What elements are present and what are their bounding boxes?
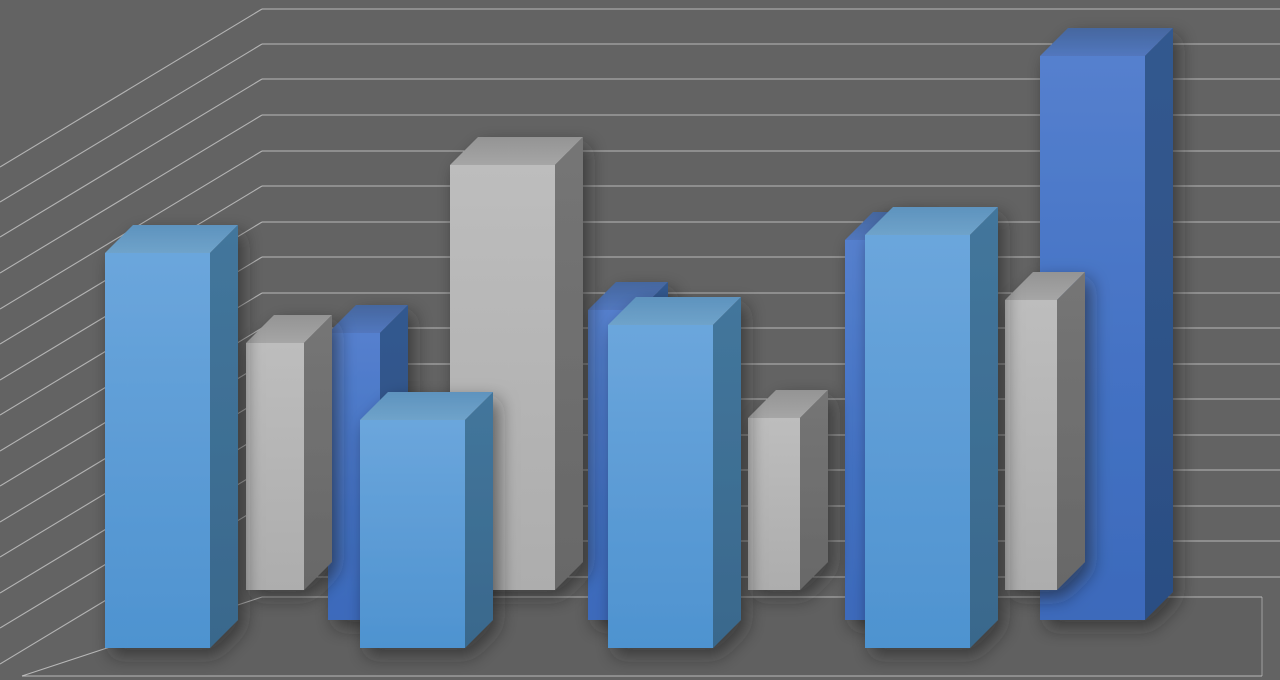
series-middle-gray — [246, 137, 1085, 590]
gray-bar-group-3[interactable] — [748, 390, 828, 590]
light-blue-bar-group-4[interactable] — [865, 207, 998, 648]
light-blue-bar-group-2[interactable] — [360, 392, 493, 648]
series-front-light-blue — [105, 207, 998, 648]
light-blue-bar-group-3[interactable] — [608, 297, 741, 648]
gray-bar-group-4[interactable] — [1005, 272, 1085, 590]
gray-bar-group-1[interactable] — [246, 315, 332, 590]
light-blue-bar-group-1[interactable] — [105, 225, 238, 648]
